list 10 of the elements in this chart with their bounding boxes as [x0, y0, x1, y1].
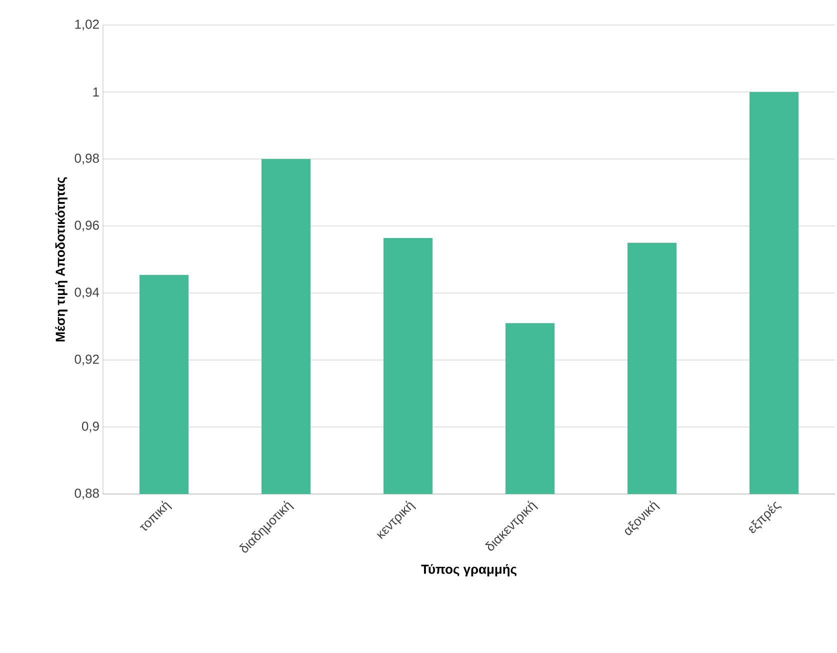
y-tick-label: 0,94	[74, 288, 100, 298]
x-axis-title: Τύπος γραμμής	[421, 564, 516, 576]
y-tick-label: 0,88	[74, 488, 99, 500]
y-tick-label: 1,02	[75, 20, 99, 30]
y-tick-label: 0,98	[74, 154, 99, 164]
y-tick-label: 0,96	[74, 220, 99, 232]
y-tick-label: 0,92	[74, 354, 99, 366]
y-axis-title: Μέση τιμή Αποδοτικότητας	[55, 177, 68, 342]
y-tick-label: 0,9	[82, 422, 99, 432]
y-tick-label: 1	[93, 88, 99, 96]
